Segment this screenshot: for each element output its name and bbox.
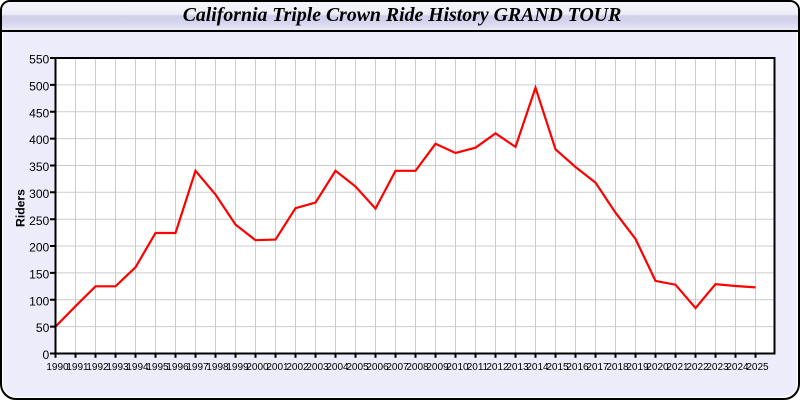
svg-text:2019: 2019: [626, 362, 649, 373]
svg-text:2005: 2005: [346, 362, 369, 373]
svg-text:1997: 1997: [186, 362, 209, 373]
svg-text:2013: 2013: [506, 362, 529, 373]
svg-text:2000: 2000: [246, 362, 269, 373]
svg-text:2001: 2001: [266, 362, 289, 373]
svg-text:1999: 1999: [226, 362, 249, 373]
svg-text:2021: 2021: [666, 362, 689, 373]
svg-text:2004: 2004: [326, 362, 349, 373]
svg-text:100: 100: [29, 294, 49, 308]
svg-text:2016: 2016: [566, 362, 589, 373]
svg-text:2003: 2003: [306, 362, 329, 373]
svg-text:1991: 1991: [66, 362, 89, 373]
svg-text:2015: 2015: [546, 362, 569, 373]
svg-text:2002: 2002: [286, 362, 309, 373]
svg-text:2012: 2012: [486, 362, 509, 373]
svg-text:1998: 1998: [206, 362, 229, 373]
svg-text:2007: 2007: [386, 362, 409, 373]
svg-text:2011: 2011: [467, 362, 489, 373]
svg-text:2017: 2017: [586, 362, 609, 373]
svg-text:50: 50: [36, 321, 50, 335]
svg-text:1990: 1990: [46, 362, 69, 373]
svg-text:1994: 1994: [126, 362, 149, 373]
svg-text:350: 350: [29, 160, 49, 174]
svg-text:2020: 2020: [646, 362, 669, 373]
svg-text:1996: 1996: [166, 362, 189, 373]
svg-text:150: 150: [29, 268, 49, 282]
svg-text:2024: 2024: [726, 362, 749, 373]
svg-text:2018: 2018: [606, 362, 629, 373]
svg-text:2009: 2009: [426, 362, 449, 373]
svg-text:500: 500: [29, 80, 49, 94]
svg-text:2022: 2022: [686, 362, 709, 373]
svg-text:2008: 2008: [406, 362, 429, 373]
svg-text:1993: 1993: [106, 362, 129, 373]
svg-text:2010: 2010: [446, 362, 469, 373]
svg-text:400: 400: [29, 133, 49, 147]
svg-text:450: 450: [29, 106, 49, 120]
svg-text:2025: 2025: [746, 362, 769, 373]
svg-text:2014: 2014: [526, 362, 549, 373]
svg-text:550: 550: [29, 53, 49, 67]
svg-text:250: 250: [29, 214, 49, 228]
svg-text:200: 200: [29, 241, 49, 255]
svg-text:0: 0: [43, 348, 50, 362]
svg-text:1995: 1995: [146, 362, 169, 373]
svg-text:2023: 2023: [706, 362, 729, 373]
svg-text:2006: 2006: [366, 362, 389, 373]
svg-text:300: 300: [29, 187, 49, 201]
svg-text:1992: 1992: [86, 362, 109, 373]
svg-text:Riders: Riders: [13, 189, 27, 227]
